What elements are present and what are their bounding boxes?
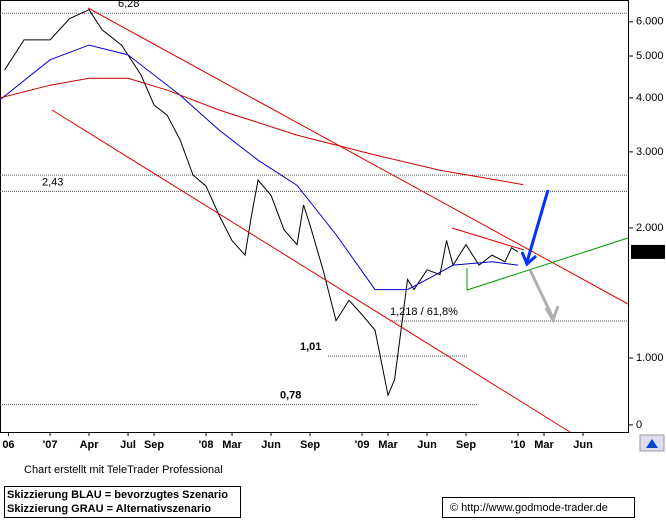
x-tick-label: '08	[199, 439, 214, 451]
arrow-blue	[525, 189, 550, 263]
x-tick-label: Mar	[534, 439, 554, 451]
level-label: 6,28	[118, 0, 139, 10]
y-tick-label: 4.000	[636, 92, 664, 104]
x-tick-label: '09	[355, 439, 370, 451]
plot-area: 6,28 2,43 1,01 0,78 1,218 / 61,8%	[0, 0, 628, 406]
series-line	[4, 9, 519, 397]
series-line	[0, 44, 519, 291]
legend-text: Skizzierung BLAU = bevorzugtes Szenario	[7, 489, 228, 501]
trend-line	[51, 109, 571, 433]
x-tick-label: Mar	[222, 439, 242, 451]
x-tick-label: '07	[43, 439, 58, 451]
legend-text: Skizzierung GRAU = Alternativszenario	[7, 503, 211, 515]
arrow-head	[520, 251, 537, 267]
x-tick-label: Sep	[300, 439, 320, 451]
last-price-box	[631, 244, 665, 259]
x-tick-label: 06	[2, 439, 14, 451]
x-tick-label: Sep	[144, 439, 164, 451]
level-label: 1,218 / 61,8%	[390, 306, 458, 318]
x-tick-label: '10	[511, 439, 526, 451]
y-tick-label: 6.000	[636, 16, 664, 28]
trend-line	[451, 227, 525, 251]
trend-line	[466, 237, 629, 291]
x-tick-label: Jul	[120, 439, 136, 451]
last-price-label: 1.760	[634, 246, 662, 258]
level-label: 0,78	[280, 390, 301, 402]
source: © http://www.godmode-trader.de	[450, 502, 608, 514]
level-label: 1,01	[300, 341, 321, 353]
x-tick-label: Jun	[417, 439, 437, 451]
x-tick-label: Jun	[573, 439, 593, 451]
level-label: 2,43	[42, 176, 63, 188]
annotations	[51, 7, 629, 433]
arrow-grey	[528, 269, 555, 319]
legend-box	[4, 486, 241, 518]
x-tick-label: Mar	[378, 439, 398, 451]
plot-frame	[0, 0, 629, 433]
y-tick-label: 3.000	[636, 146, 664, 158]
logo-icon	[646, 439, 658, 448]
y-tick-label: 2.000	[636, 222, 664, 234]
trend-line	[87, 7, 629, 305]
x-tick-label: Apr	[80, 439, 100, 451]
credit: Chart erstellt mit TeleTrader Profession…	[24, 464, 223, 476]
x-tick-label: Jun	[261, 439, 281, 451]
y-tick-label: 5.000	[636, 50, 664, 62]
y-tick-label: 0	[636, 419, 642, 431]
series-line	[0, 77, 524, 186]
x-tick-label: Sep	[456, 439, 476, 451]
source-box	[442, 497, 635, 518]
y-tick-label: 1.000	[636, 352, 664, 364]
arrow-head	[544, 305, 560, 324]
